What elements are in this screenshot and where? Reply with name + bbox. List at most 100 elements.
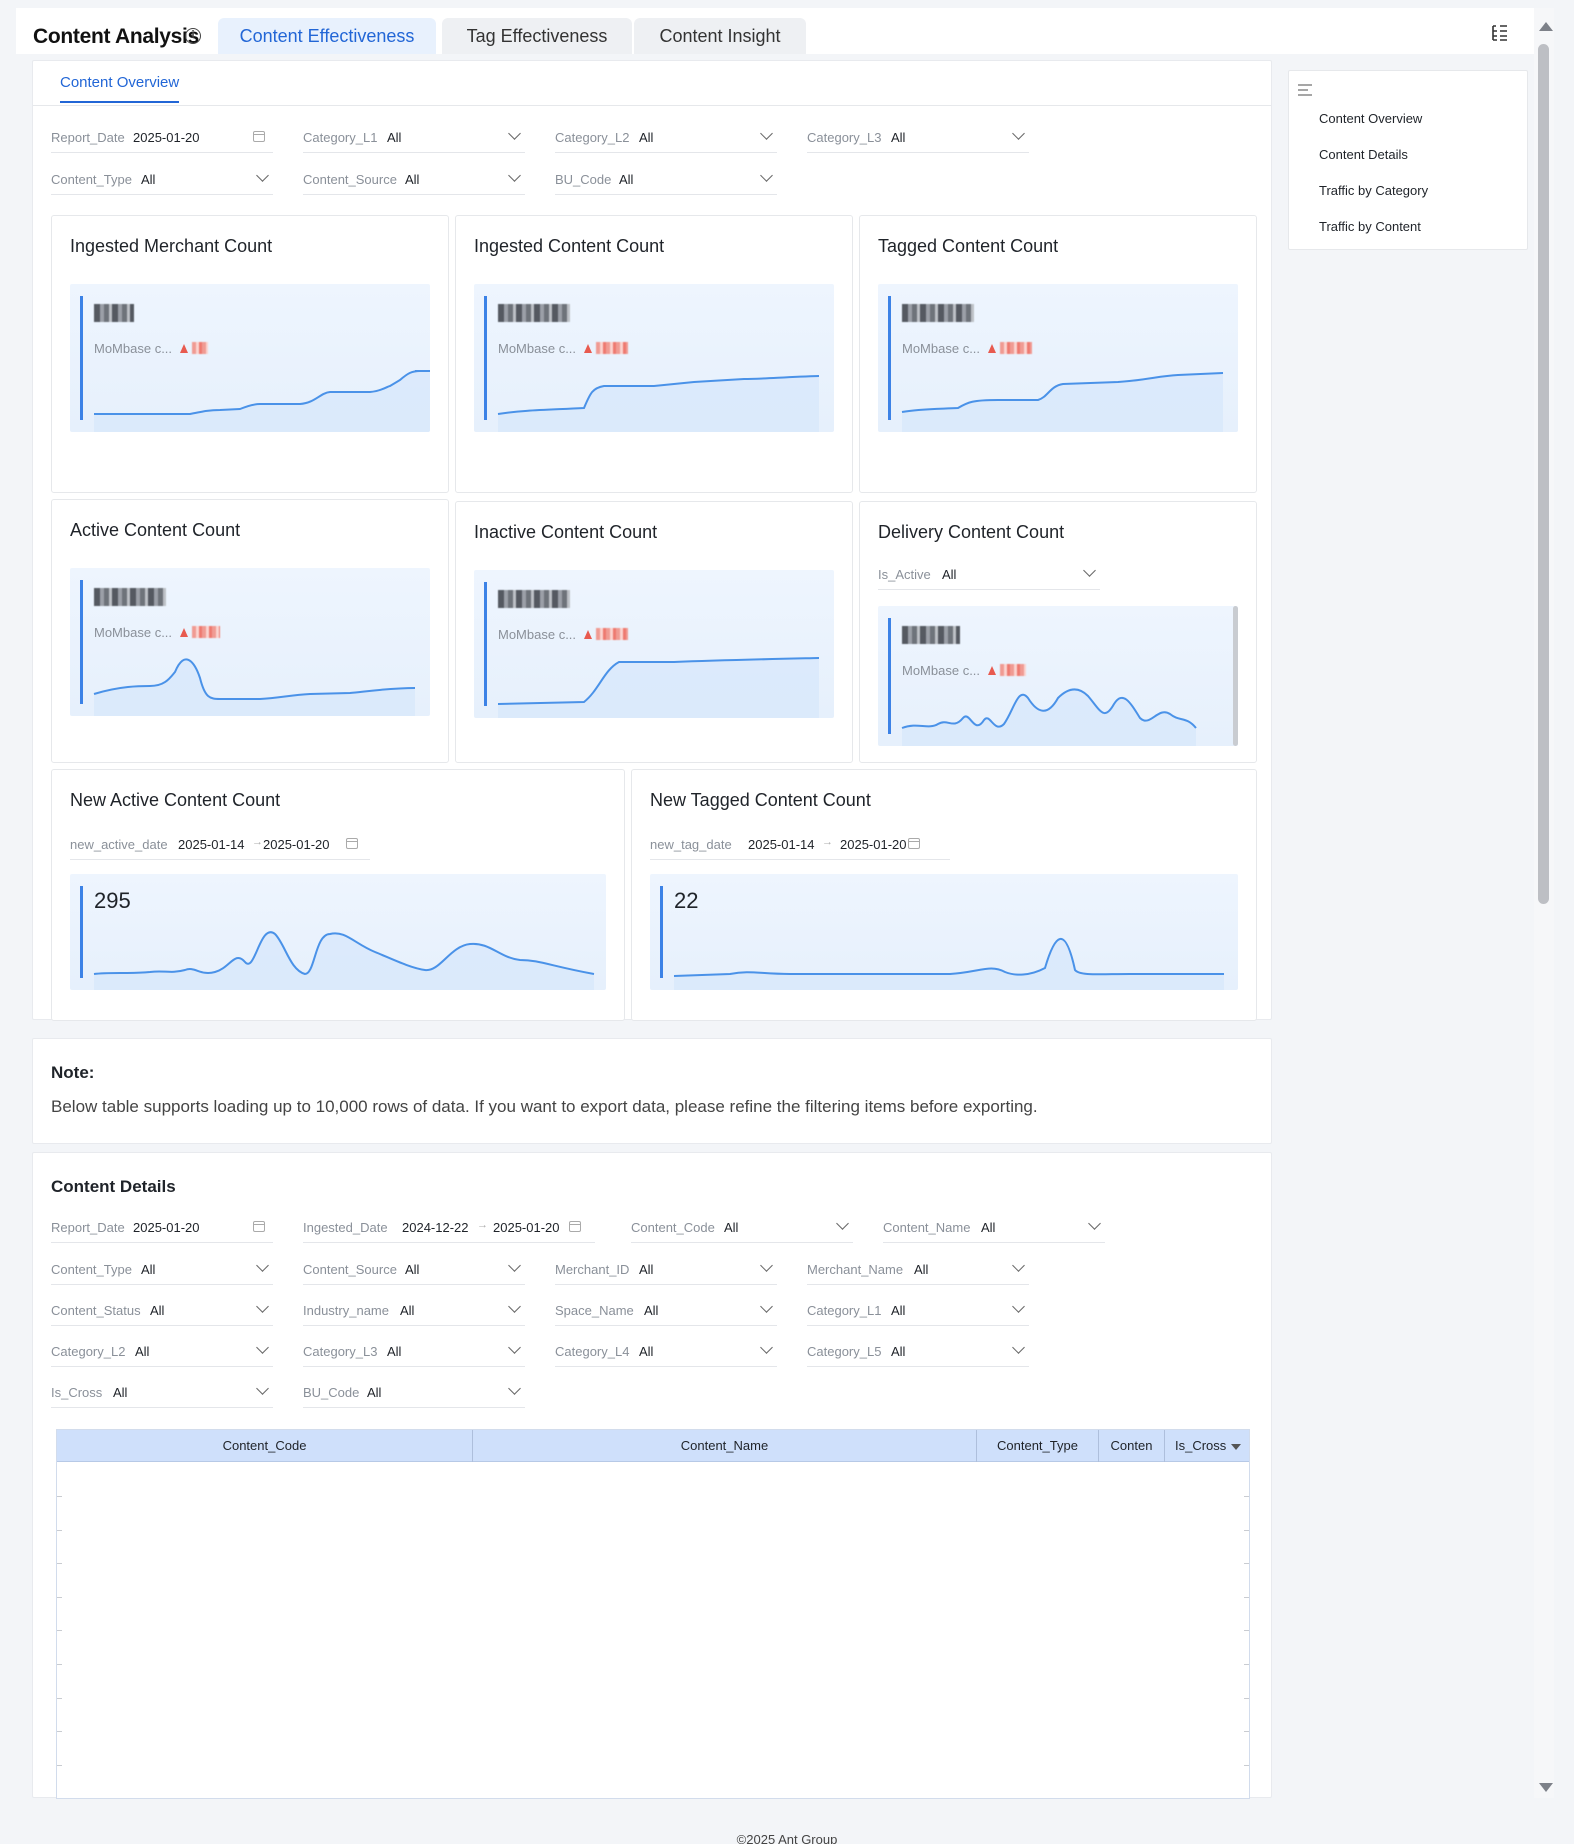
filter-value: All <box>644 1303 659 1318</box>
column-header-content-status[interactable]: Conten <box>1099 1430 1165 1462</box>
filter-value: All <box>914 1262 929 1277</box>
chevron-down-icon <box>760 1259 773 1272</box>
filter-report-date[interactable]: Report_Date 2025-01-20 <box>51 1213 273 1243</box>
filter-content-type[interactable]: Content_Type All <box>51 165 273 195</box>
calendar-icon <box>253 1221 265 1232</box>
accent-bar <box>484 582 487 706</box>
scroll-down-icon[interactable] <box>1539 1783 1553 1792</box>
card-new-active-content-count: New Active Content Count new_active_date… <box>51 769 625 1021</box>
chevron-down-icon <box>508 1341 521 1354</box>
mom-label: MoMbase c... <box>902 341 981 356</box>
filter-bu-code[interactable]: BU_Code All <box>303 1378 525 1408</box>
filter-value: All <box>639 1262 654 1277</box>
row-tick <box>57 1731 62 1732</box>
tab-tag-effectiveness[interactable]: Tag Effectiveness <box>442 18 632 54</box>
note-text: Below table supports loading up to 10,00… <box>51 1097 1038 1116</box>
chevron-down-icon <box>836 1217 849 1230</box>
filter-value: All <box>619 172 634 187</box>
trend-up-icon <box>584 344 592 353</box>
tab-content-overview[interactable]: Content Overview <box>60 74 180 103</box>
filter-label: Category_L1 <box>807 1303 882 1318</box>
filter-category-l1[interactable]: Category_L1 All <box>807 1296 1029 1326</box>
filter-category-l2[interactable]: Category_L2 All <box>51 1337 273 1367</box>
filter-value: All <box>891 1344 906 1359</box>
outline-item-traffic-by-category[interactable]: Traffic by Category <box>1319 183 1429 198</box>
filter-space-name[interactable]: Space_Name All <box>555 1296 777 1326</box>
filter-value: 2025-01-20 <box>133 1220 200 1235</box>
filter-content-type[interactable]: Content_Type All <box>51 1255 273 1285</box>
filter-category-l4[interactable]: Category_L4 All <box>555 1337 777 1367</box>
filter-label: new_active_date <box>70 837 168 852</box>
filter-value: All <box>135 1344 150 1359</box>
chevron-down-icon <box>1083 564 1096 577</box>
trend-chart[interactable]: MoMbase c... <box>878 606 1238 746</box>
scroll-up-icon[interactable] <box>1539 22 1553 31</box>
filter-content-code[interactable]: Content_Code All <box>631 1213 853 1243</box>
column-header-content-type[interactable]: Content_Type <box>977 1430 1099 1462</box>
column-header-is-cross[interactable]: Is_Cross <box>1165 1430 1251 1462</box>
filter-label: Category_L4 <box>555 1344 630 1359</box>
info-circle-icon[interactable]: i <box>185 28 201 44</box>
column-header-content-code[interactable]: Content_Code <box>57 1430 473 1462</box>
tab-content-insight[interactable]: Content Insight <box>634 18 806 54</box>
outline-item-content-overview[interactable]: Content Overview <box>1319 111 1423 126</box>
filter-category-l5[interactable]: Category_L5 All <box>807 1337 1029 1367</box>
outline-item-traffic-by-content[interactable]: Traffic by Content <box>1319 219 1421 234</box>
trend-chart[interactable]: MoMbase c... <box>474 570 834 718</box>
filter-merchant-id[interactable]: Merchant_ID All <box>555 1255 777 1285</box>
trend-chart[interactable]: MoMbase c... <box>70 284 430 432</box>
trend-line <box>497 375 820 432</box>
tree-list-icon[interactable] <box>1490 23 1510 43</box>
chevron-down-icon <box>760 1300 773 1313</box>
outline-item-content-details[interactable]: Content Details <box>1319 147 1408 162</box>
trend-chart[interactable]: MoMbase c... <box>474 284 834 432</box>
filter-category-l3[interactable]: Category_L3 All <box>303 1337 525 1367</box>
trend-chart[interactable]: 22 <box>650 874 1238 990</box>
calendar-icon <box>908 838 920 849</box>
filter-value: All <box>981 1220 996 1235</box>
card-scrollbar[interactable] <box>1233 606 1238 746</box>
masked-change-value <box>1000 342 1032 354</box>
arrow-right-icon: → <box>477 1219 488 1231</box>
mom-label: MoMbase c... <box>498 341 577 356</box>
filter-new-tag-date[interactable]: new_tag_date 2025-01-14 → 2025-01-20 <box>650 830 950 860</box>
scroll-thumb[interactable] <box>1538 44 1549 904</box>
filter-label: Category_L2 <box>555 130 630 145</box>
sort-caret-icon[interactable] <box>1231 1444 1241 1450</box>
filter-industry-name[interactable]: Industry_name All <box>303 1296 525 1326</box>
page-scrollbar[interactable] <box>1534 8 1554 1798</box>
masked-change-value <box>192 626 220 638</box>
column-header-content-name[interactable]: Content_Name <box>473 1430 977 1462</box>
filter-content-name[interactable]: Content_Name All <box>883 1213 1105 1243</box>
filter-category-l2[interactable]: Category_L2 All <box>555 123 777 153</box>
filter-content-status[interactable]: Content_Status All <box>51 1296 273 1326</box>
content-details-panel: Content Details Report_Date 2025-01-20 I… <box>32 1152 1272 1799</box>
chevron-down-icon <box>1012 1300 1025 1313</box>
filter-bu-code[interactable]: BU_Code All <box>555 165 777 195</box>
filter-content-source[interactable]: Content_Source All <box>303 165 525 195</box>
arrow-right-icon: → <box>822 836 833 848</box>
filter-is-cross[interactable]: Is_Cross All <box>51 1378 273 1408</box>
metric-value: 295 <box>94 888 131 913</box>
trend-line <box>497 657 820 718</box>
trend-chart[interactable]: MoMbase c... <box>878 284 1238 432</box>
filter-label: Category_L1 <box>303 130 378 145</box>
row-tick <box>1244 1664 1249 1665</box>
card-title: New Tagged Content Count <box>650 790 871 810</box>
filter-report-date[interactable]: Report_Date 2025-01-20 <box>51 123 273 153</box>
filter-label: BU_Code <box>303 1385 360 1400</box>
filter-ingested-date[interactable]: Ingested_Date 2024-12-22 → 2025-01-20 <box>303 1213 595 1243</box>
filter-category-l1[interactable]: Category_L1 All <box>303 123 525 153</box>
outline-icon[interactable] <box>1297 83 1313 97</box>
filter-merchant-name[interactable]: Merchant_Name All <box>807 1255 1029 1285</box>
trend-chart[interactable]: MoMbase c... <box>70 568 430 716</box>
table-header: Content_Code Content_Name Content_Type C… <box>57 1430 1249 1462</box>
filter-content-source[interactable]: Content_Source All <box>303 1255 525 1285</box>
filter-category-l3[interactable]: Category_L3 All <box>807 123 1029 153</box>
note-panel: Note: Below table supports loading up to… <box>32 1038 1272 1144</box>
filter-new-active-date[interactable]: new_active_date 2025-01-14 → 2025-01-20 <box>70 830 370 860</box>
chevron-down-icon <box>1012 127 1025 140</box>
filter-is-active[interactable]: Is_Active All <box>878 560 1100 590</box>
tab-content-effectiveness[interactable]: Content Effectiveness <box>218 18 436 54</box>
trend-chart[interactable]: 295 <box>70 874 606 990</box>
